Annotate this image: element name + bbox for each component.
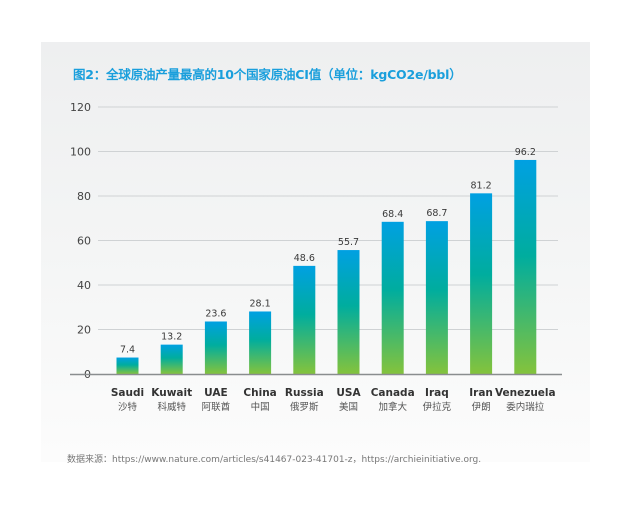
bar-uae: [204, 321, 227, 374]
bar-russia: [293, 265, 316, 374]
x-tick-label: Iraq: [425, 387, 449, 399]
y-tick-label: 80: [77, 190, 91, 203]
x-tick-label-cn: 沙特: [118, 401, 138, 413]
data-label: 48.6: [294, 253, 315, 264]
x-tick-label: Russia: [285, 387, 324, 399]
x-tick-label-cn: 美国: [339, 401, 358, 413]
data-label: 68.7: [426, 208, 447, 219]
x-axis-ticks: Saudi 沙特 Kuwait 科威特 UAE 阿联酋 China 中国 Russia 俄罗斯 US…: [111, 387, 556, 413]
y-tick-label: 120: [70, 101, 91, 114]
data-source-note: 数据来源：https://www.nature.com/articles/s41…: [67, 455, 482, 465]
x-tick-label-cn: 阿联酋: [202, 401, 231, 413]
data-label: 55.7: [338, 237, 359, 248]
x-tick-label: UAE: [204, 387, 228, 399]
x-tick-label-cn: 中国: [251, 401, 270, 413]
x-tick-label-cn: 加拿大: [378, 401, 407, 413]
y-tick-label: 40: [77, 279, 91, 292]
bar-china: [249, 311, 272, 374]
bar-canada: [381, 221, 404, 374]
x-tick-label: Venezuela: [495, 387, 556, 399]
bar-saudi: [116, 357, 139, 374]
y-tick-label: 100: [70, 146, 91, 159]
bar-venezuela: [514, 159, 537, 374]
x-tick-label-cn: 俄罗斯: [290, 401, 319, 413]
x-tick-label: Iran: [469, 387, 493, 399]
x-tick-label: Kuwait: [151, 387, 192, 399]
x-tick-label-cn: 委内瑞拉: [506, 401, 545, 413]
data-label: 68.4: [382, 209, 403, 220]
bar-kuwait: [160, 344, 183, 374]
y-tick-label: 20: [77, 324, 91, 337]
data-label: 7.4: [120, 345, 135, 356]
data-labels: 7.4 13.2 23.6 28.1 48.6 55.7 68.4 68.7 81.2 96.2: [120, 147, 536, 356]
x-tick-label: Canada: [371, 387, 415, 399]
bars: [116, 159, 537, 374]
x-tick-label-cn: 伊朗: [472, 401, 491, 413]
data-label: 96.2: [515, 147, 536, 158]
chart-panel: [41, 42, 590, 462]
x-tick-label: China: [243, 387, 276, 399]
data-label: 28.1: [250, 298, 271, 309]
bar-iran: [470, 193, 493, 374]
data-label: 81.2: [471, 180, 492, 191]
x-tick-label-cn: 科威特: [157, 401, 186, 413]
x-tick-label: USA: [336, 387, 361, 399]
data-label: 13.2: [161, 332, 182, 343]
bar-iraq: [425, 221, 448, 374]
data-label: 23.6: [205, 308, 226, 319]
y-tick-label: 60: [77, 235, 91, 248]
bar-usa: [337, 250, 360, 374]
x-tick-label: Saudi: [111, 387, 144, 399]
x-tick-label-cn: 伊拉克: [423, 401, 452, 413]
chart-title: 图2：全球原油产量最高的10个国家原油CI值（单位：kgCO2e/bbl）: [73, 67, 462, 82]
